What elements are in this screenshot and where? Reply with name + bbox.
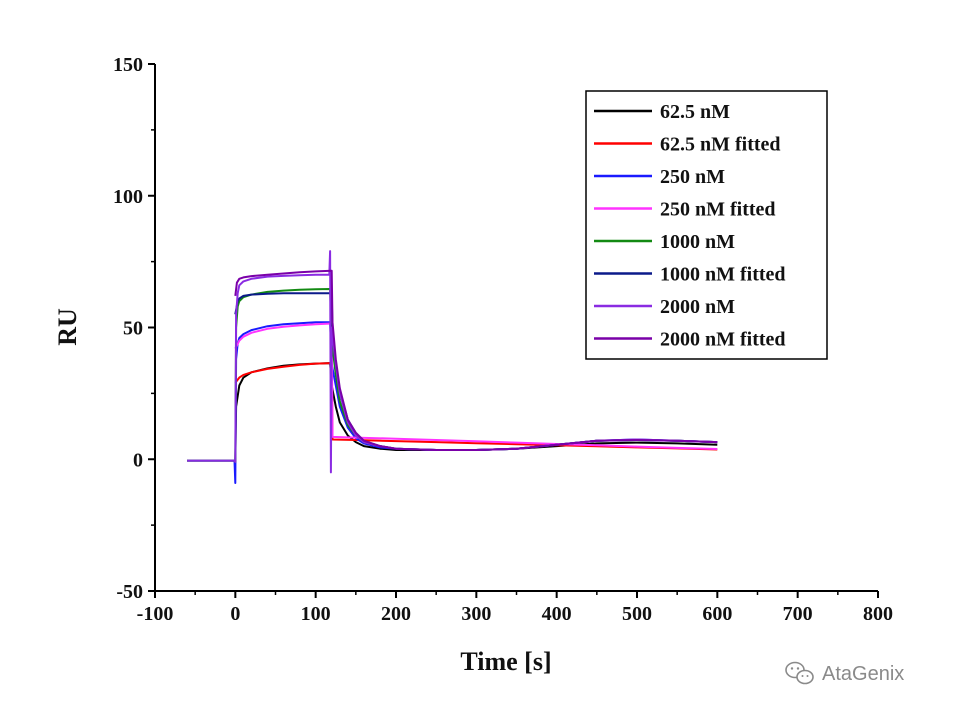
y-tick-label: 0 xyxy=(133,449,143,471)
series-line-2000-nm-fitted xyxy=(234,269,718,451)
x-tick-label: 600 xyxy=(702,603,732,625)
x-tick-label: -100 xyxy=(137,603,174,625)
y-tick-label: -50 xyxy=(116,581,143,603)
x-tick-label: 700 xyxy=(783,603,813,625)
legend-label: 1000 nM xyxy=(660,231,735,253)
y-tick-label: 100 xyxy=(113,186,143,208)
x-tick-label: 0 xyxy=(230,603,240,625)
legend-label: 2000 nM fitted xyxy=(660,329,786,351)
y-tick-label: 150 xyxy=(113,54,143,76)
x-tick-label: 500 xyxy=(622,603,652,625)
legend-box xyxy=(585,90,828,360)
x-tick-label: 800 xyxy=(863,603,893,625)
x-tick-label: 100 xyxy=(301,603,331,625)
legend-label: 62.5 nM fitted xyxy=(660,134,781,156)
y-axis-title: RU xyxy=(53,308,82,346)
x-tick-label: 400 xyxy=(542,603,572,625)
legend-label: 250 nM xyxy=(660,166,725,188)
wechat-icon xyxy=(785,661,814,685)
legend-label: 2000 nM xyxy=(660,296,735,318)
series-line-62-5-nm-fitted xyxy=(234,362,718,451)
x-axis-title: Time [s] xyxy=(460,647,551,676)
watermark: AtaGenix xyxy=(785,661,904,685)
watermark-text: AtaGenix xyxy=(822,663,904,685)
y-tick-label: 50 xyxy=(123,318,143,340)
legend-label: 250 nM fitted xyxy=(660,199,776,221)
x-tick-label: 200 xyxy=(381,603,411,625)
legend-label: 62.5 nM xyxy=(660,101,730,123)
series-line-250-nm-fitted xyxy=(234,322,718,450)
x-tick-label: 300 xyxy=(461,603,491,625)
legend-label: 1000 nM fitted xyxy=(660,264,786,286)
